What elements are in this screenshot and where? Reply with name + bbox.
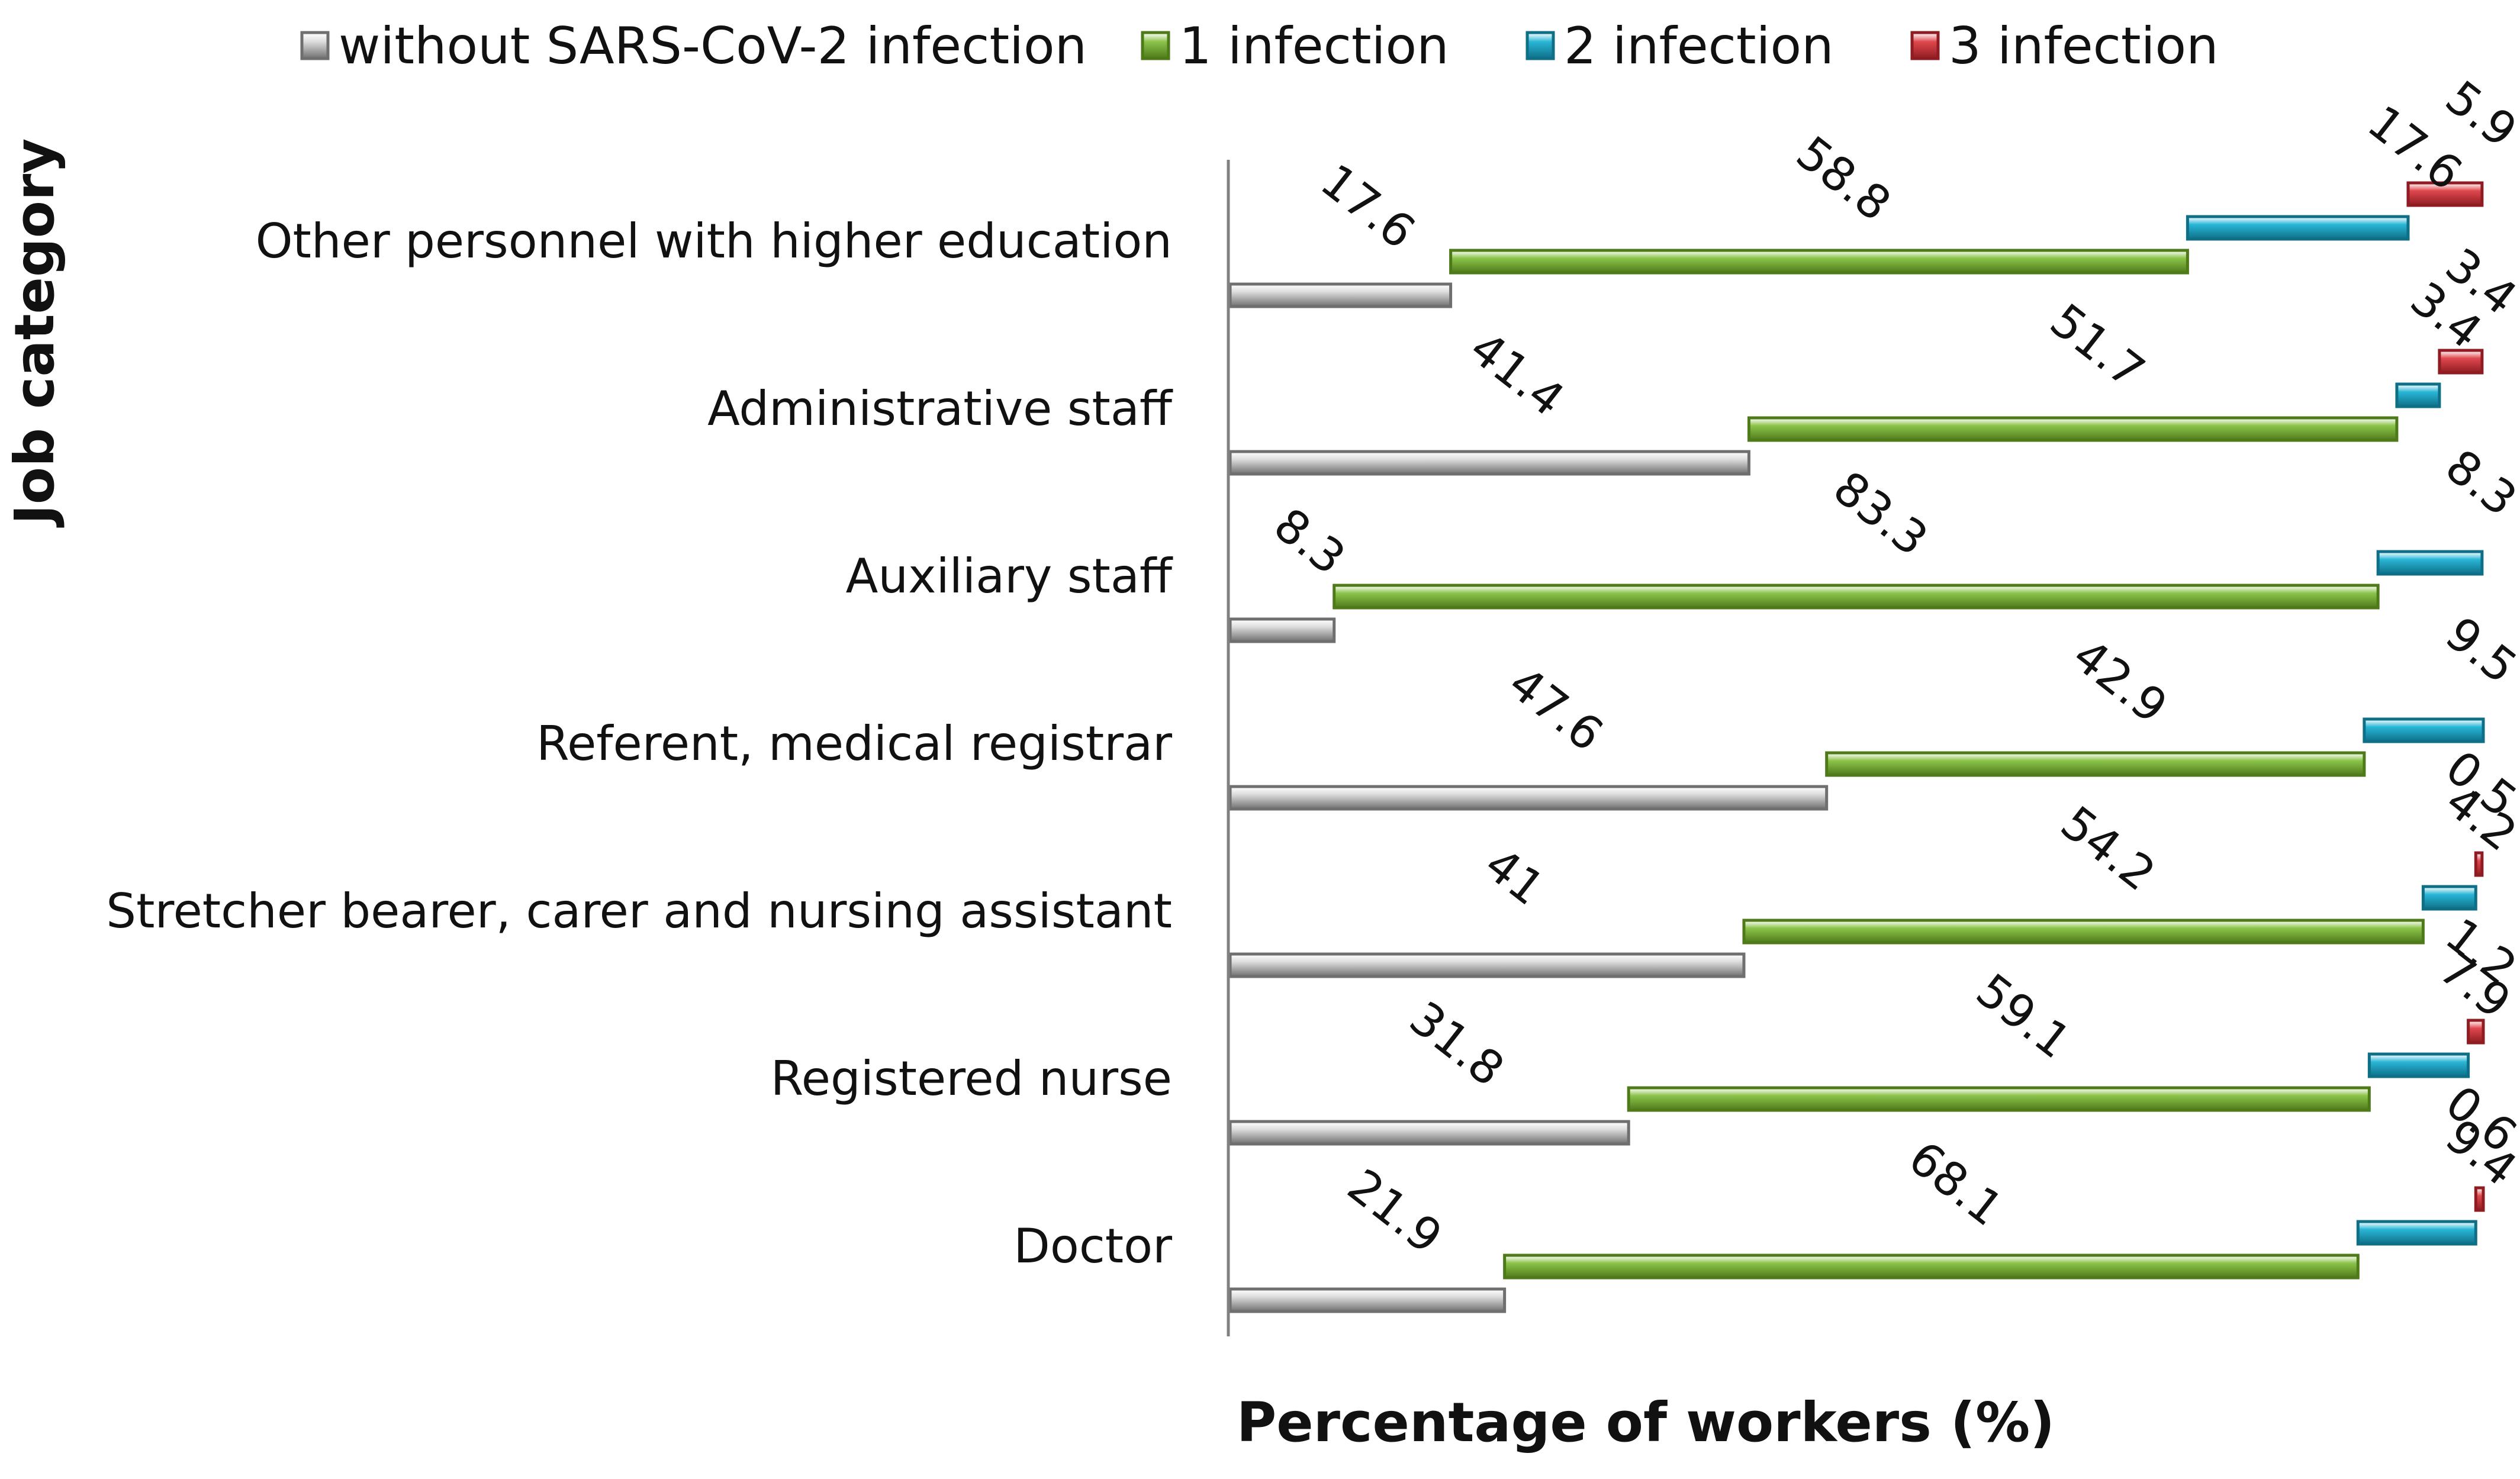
value-label-administrative-staff-1-infection: 51.7 [2041,294,2154,399]
category-label-registered-nurse: Registered nurse [771,1051,1172,1106]
value-label-administrative-staff-without-sars-cov-2-infection: 41.4 [1460,322,1573,427]
bar-referent-medical-registrar-without-sars-cov-2-infection [1228,785,1829,811]
category-label-referent-medical-registrar: Referent, medical registrar [536,716,1172,771]
category-label-auxiliary-staff: Auxiliary staff [846,549,1173,604]
value-label-referent-medical-registrar-2-infection: 9.5 [2435,607,2520,694]
value-label-stretcher-bearer-carer-and-nursing-assistant-without-sars-cov-2-infection: 41 [1475,837,1554,916]
legend-label-3-infection: 3 infection [1949,17,2219,76]
legend-label-without-sars-cov-2-infection: without SARS-CoV-2 infection [339,17,1087,76]
value-label-referent-medical-registrar-without-sars-cov-2-infection: 47.6 [1499,657,1613,762]
bar-referent-medical-registrar-2-infection [2363,717,2485,743]
bar-administrative-staff-2-infection [2395,382,2441,408]
bar-other-personnel-with-higher-education-3-infection [2406,181,2484,207]
bar-auxiliary-staff-1-infection [1333,584,2380,610]
bar-registered-nurse-2-infection [2367,1052,2470,1078]
value-label-registered-nurse-1-infection: 59.1 [1967,964,2080,1069]
value-label-referent-medical-registrar-1-infection: 42.9 [2063,629,2177,734]
bar-doctor-2-infection [2356,1220,2477,1246]
legend-label-2-infection: 2 infection [1564,17,1834,76]
bar-administrative-staff-1-infection [1747,416,2399,442]
category-label-other-personnel-with-higher-education: Other personnel with higher education [256,214,1172,269]
bar-auxiliary-staff-2-infection [2376,550,2484,576]
bar-other-personnel-with-higher-education-2-infection [2186,215,2410,241]
value-label-auxiliary-staff-without-sars-cov-2-infection: 8.3 [1264,498,1354,585]
legend-swatch-1-infection [1141,31,1170,60]
bar-stretcher-bearer-carer-and-nursing-assistant-1-infection [1742,919,2425,945]
value-label-doctor-1-infection: 68.1 [1898,1132,2012,1237]
value-label-other-personnel-with-higher-education-without-sars-cov-2-infection: 17.6 [1311,154,1424,260]
bar-other-personnel-with-higher-education-1-infection [1449,249,2189,275]
legend: without SARS-CoV-2 infection 1 infection 2… [300,17,2219,76]
category-labels: Other personnel with higher education Adm… [106,214,1173,1274]
bar-stretcher-bearer-carer-and-nursing-assistant-3-infection [2474,851,2484,877]
bar-stretcher-bearer-carer-and-nursing-assistant-2-infection [2421,885,2477,911]
bar-referent-medical-registrar-1-infection [1825,751,2366,777]
value-label-other-personnel-with-higher-education-1-infection: 58.8 [1787,127,1900,232]
bars [1228,181,2485,1313]
bar-stretcher-bearer-carer-and-nursing-assistant-without-sars-cov-2-infection [1228,952,1746,978]
value-label-auxiliary-staff-1-infection: 83.3 [1823,462,1937,567]
legend-swatch-2-infection [1525,31,1555,60]
value-label-auxiliary-staff-2-infection: 8.3 [2435,440,2520,527]
category-label-doctor: Doctor [1013,1219,1172,1274]
value-label-registered-nurse-without-sars-cov-2-infection: 31.8 [1399,992,1513,1097]
bar-registered-nurse-1-infection [1627,1086,2371,1112]
value-label-doctor-without-sars-cov-2-infection: 21.9 [1338,1159,1452,1265]
bar-doctor-3-infection [2474,1186,2485,1212]
bar-doctor-without-sars-cov-2-infection [1228,1287,1507,1313]
category-label-administrative-staff: Administrative staff [707,381,1173,436]
bar-registered-nurse-3-infection [2467,1019,2485,1045]
bar-auxiliary-staff-without-sars-cov-2-infection [1228,617,1336,643]
y-axis-title: Job category [3,138,66,529]
legend-swatch-without-sars-cov-2-infection [300,31,330,60]
legend-label-1-infection: 1 infection [1179,17,1449,76]
bar-administrative-staff-without-sars-cov-2-infection [1228,450,1750,476]
bar-other-personnel-with-higher-education-without-sars-cov-2-infection [1228,282,1453,308]
x-axis-title: Percentage of workers (%) [1237,1391,2055,1454]
legend-swatch-3-infection [1910,31,1940,60]
category-label-stretcher-bearer-carer-and-nursing-assistant: Stretcher bearer, carer and nursing assi… [106,884,1172,939]
bar-administrative-staff-3-infection [2438,349,2484,375]
bar-doctor-1-infection [1503,1254,2360,1280]
value-label-stretcher-bearer-carer-and-nursing-assistant-1-infection: 54.2 [2051,797,2165,902]
bar-registered-nurse-without-sars-cov-2-infection [1228,1120,1630,1146]
